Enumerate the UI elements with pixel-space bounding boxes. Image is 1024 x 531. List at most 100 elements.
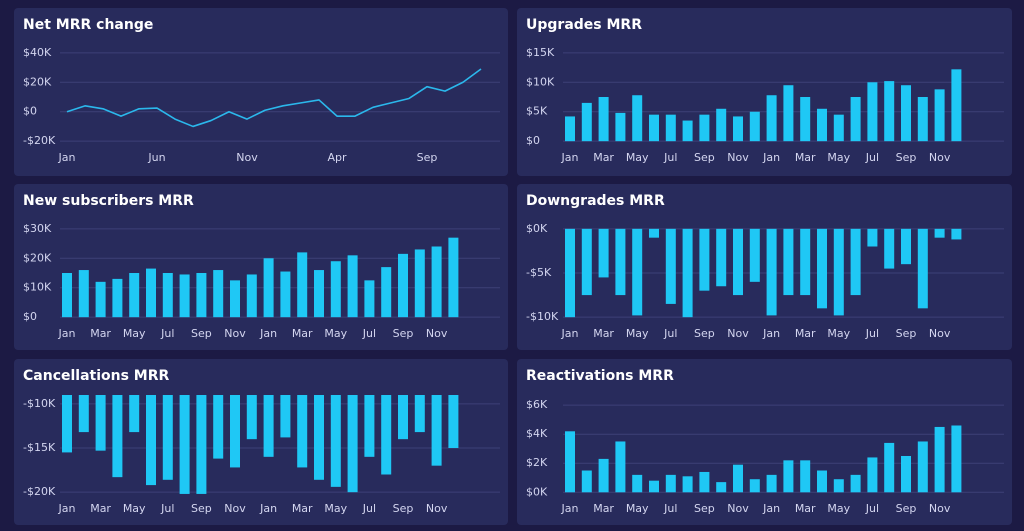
bar: [565, 431, 575, 493]
bar: [398, 395, 408, 440]
bar: [934, 426, 945, 493]
bar: [716, 482, 727, 493]
bar: [867, 228, 878, 247]
bar: [665, 474, 676, 493]
x-tick-label: Sep: [896, 151, 917, 164]
bar: [649, 228, 659, 238]
x-tick-label: Jul: [160, 327, 174, 340]
x-tick-label: Sep: [191, 327, 212, 340]
bar: [398, 253, 408, 318]
chart-title: Upgrades MRR: [526, 17, 642, 33]
bar: [364, 280, 375, 318]
bar: [615, 441, 626, 493]
y-tick-label: -$15K: [23, 441, 56, 454]
bar: [314, 270, 324, 318]
chart-title: Downgrades MRR: [526, 193, 665, 209]
bar: [800, 460, 811, 493]
x-tick-label: May: [626, 327, 649, 340]
bar: [246, 274, 257, 318]
x-tick-label: Jan: [58, 151, 76, 164]
y-tick-label: $4K: [526, 427, 548, 440]
x-tick-label: Mar: [795, 151, 816, 164]
y-tick-label: $5K: [526, 105, 548, 118]
x-tick-label: Nov: [727, 151, 749, 164]
bar: [565, 228, 575, 318]
bar: [581, 470, 592, 493]
bar: [951, 228, 962, 240]
x-tick-label: May: [827, 151, 850, 164]
bar: [699, 114, 710, 142]
bar: [95, 281, 106, 318]
bar: [749, 228, 760, 282]
x-tick-label: Nov: [929, 327, 951, 340]
x-tick-label: Nov: [426, 502, 448, 515]
bar: [951, 425, 962, 493]
chart-title: New subscribers MRR: [23, 193, 194, 209]
x-tick-label: Jan: [259, 502, 277, 515]
y-tick-label: $20K: [23, 251, 52, 264]
bar: [78, 270, 89, 318]
y-tick-label: -$20K: [23, 485, 56, 498]
bar: [682, 120, 693, 142]
x-tick-label: Sep: [694, 327, 715, 340]
bar: [783, 460, 794, 493]
x-tick-label: Nov: [236, 151, 258, 164]
bar: [884, 228, 895, 269]
x-tick-label: May: [324, 502, 347, 515]
bar: [95, 395, 106, 451]
bar: [800, 228, 811, 296]
bar: [850, 97, 861, 142]
x-tick-label: Jul: [865, 327, 879, 340]
x-tick-label: Mar: [593, 151, 614, 164]
bar: [230, 395, 240, 468]
x-tick-label: May: [827, 502, 850, 515]
bar: [431, 246, 442, 318]
x-tick-label: Jan: [561, 151, 579, 164]
x-tick-label: Jan: [561, 327, 579, 340]
x-tick-label: Sep: [393, 327, 414, 340]
x-tick-label: Jul: [663, 327, 677, 340]
bar: [649, 114, 659, 142]
x-tick-label: Sep: [417, 151, 438, 164]
bar: [246, 395, 257, 440]
bar: [129, 395, 140, 433]
x-tick-label: Jan: [58, 502, 76, 515]
y-tick-label: $0K: [526, 485, 548, 498]
x-tick-label: Nov: [929, 151, 951, 164]
bar: [598, 458, 609, 493]
chart-title: Net MRR change: [23, 17, 153, 33]
bar: [934, 89, 945, 142]
bar: [901, 455, 911, 493]
bar: [833, 114, 844, 142]
bar: [800, 97, 811, 142]
bar: [733, 464, 743, 493]
x-tick-label: Sep: [694, 502, 715, 515]
bar: [112, 395, 123, 478]
y-tick-label: $15K: [526, 46, 555, 59]
bar: [364, 395, 375, 457]
bar: [347, 395, 358, 493]
x-tick-label: May: [324, 327, 347, 340]
bar: [297, 252, 308, 318]
chart-title: Reactivations MRR: [526, 368, 674, 384]
bar: [833, 228, 844, 316]
x-tick-label: Nov: [929, 502, 951, 515]
x-tick-label: Nov: [727, 327, 749, 340]
y-tick-label: $10K: [23, 281, 52, 294]
bar: [179, 274, 190, 318]
bar: [448, 395, 459, 448]
bar: [129, 273, 140, 318]
y-tick-label: -$5K: [526, 266, 552, 279]
x-tick-label: Mar: [90, 502, 111, 515]
bar: [817, 228, 827, 309]
x-tick-label: Mar: [593, 327, 614, 340]
y-tick-label: $2K: [526, 456, 548, 469]
bar: [867, 82, 878, 142]
bar: [733, 228, 743, 296]
bar: [783, 228, 794, 296]
bar: [314, 395, 324, 480]
x-tick-label: Nov: [426, 327, 448, 340]
bar: [263, 258, 274, 318]
panel-background: [14, 8, 508, 176]
x-tick-label: Sep: [191, 502, 212, 515]
